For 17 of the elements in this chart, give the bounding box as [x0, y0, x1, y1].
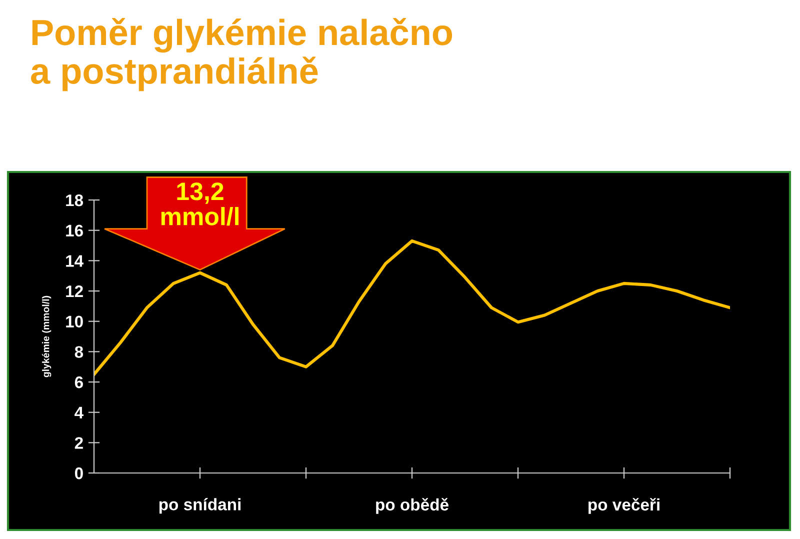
y-tick-label: 2 — [74, 437, 83, 449]
x-tick-label: po obědě — [376, 498, 448, 514]
x-tick-label: po večeři — [588, 498, 660, 514]
y-tick-label: 0 — [74, 467, 83, 480]
y-tick-label: 14 — [66, 255, 84, 267]
line-series — [94, 239, 730, 376]
y-axis-title: glykémie (mmol/l) — [42, 296, 52, 378]
y-tick-label: 8 — [74, 346, 84, 358]
y-tick-label: 6 — [74, 376, 83, 388]
chart-title: Poměr glykémie nalačno a postprandiálně — [31, 18, 452, 92]
y-tick-label: 18 — [66, 194, 84, 206]
x-tick-label: po snídani — [159, 498, 240, 514]
y-tick-label: 12 — [66, 285, 83, 298]
y-tick-label: 10 — [66, 316, 83, 328]
annotation: 13,2 mmol/l — [161, 182, 239, 226]
y-tick-label: 4 — [74, 406, 84, 418]
y-tick-label: 16 — [66, 224, 83, 237]
